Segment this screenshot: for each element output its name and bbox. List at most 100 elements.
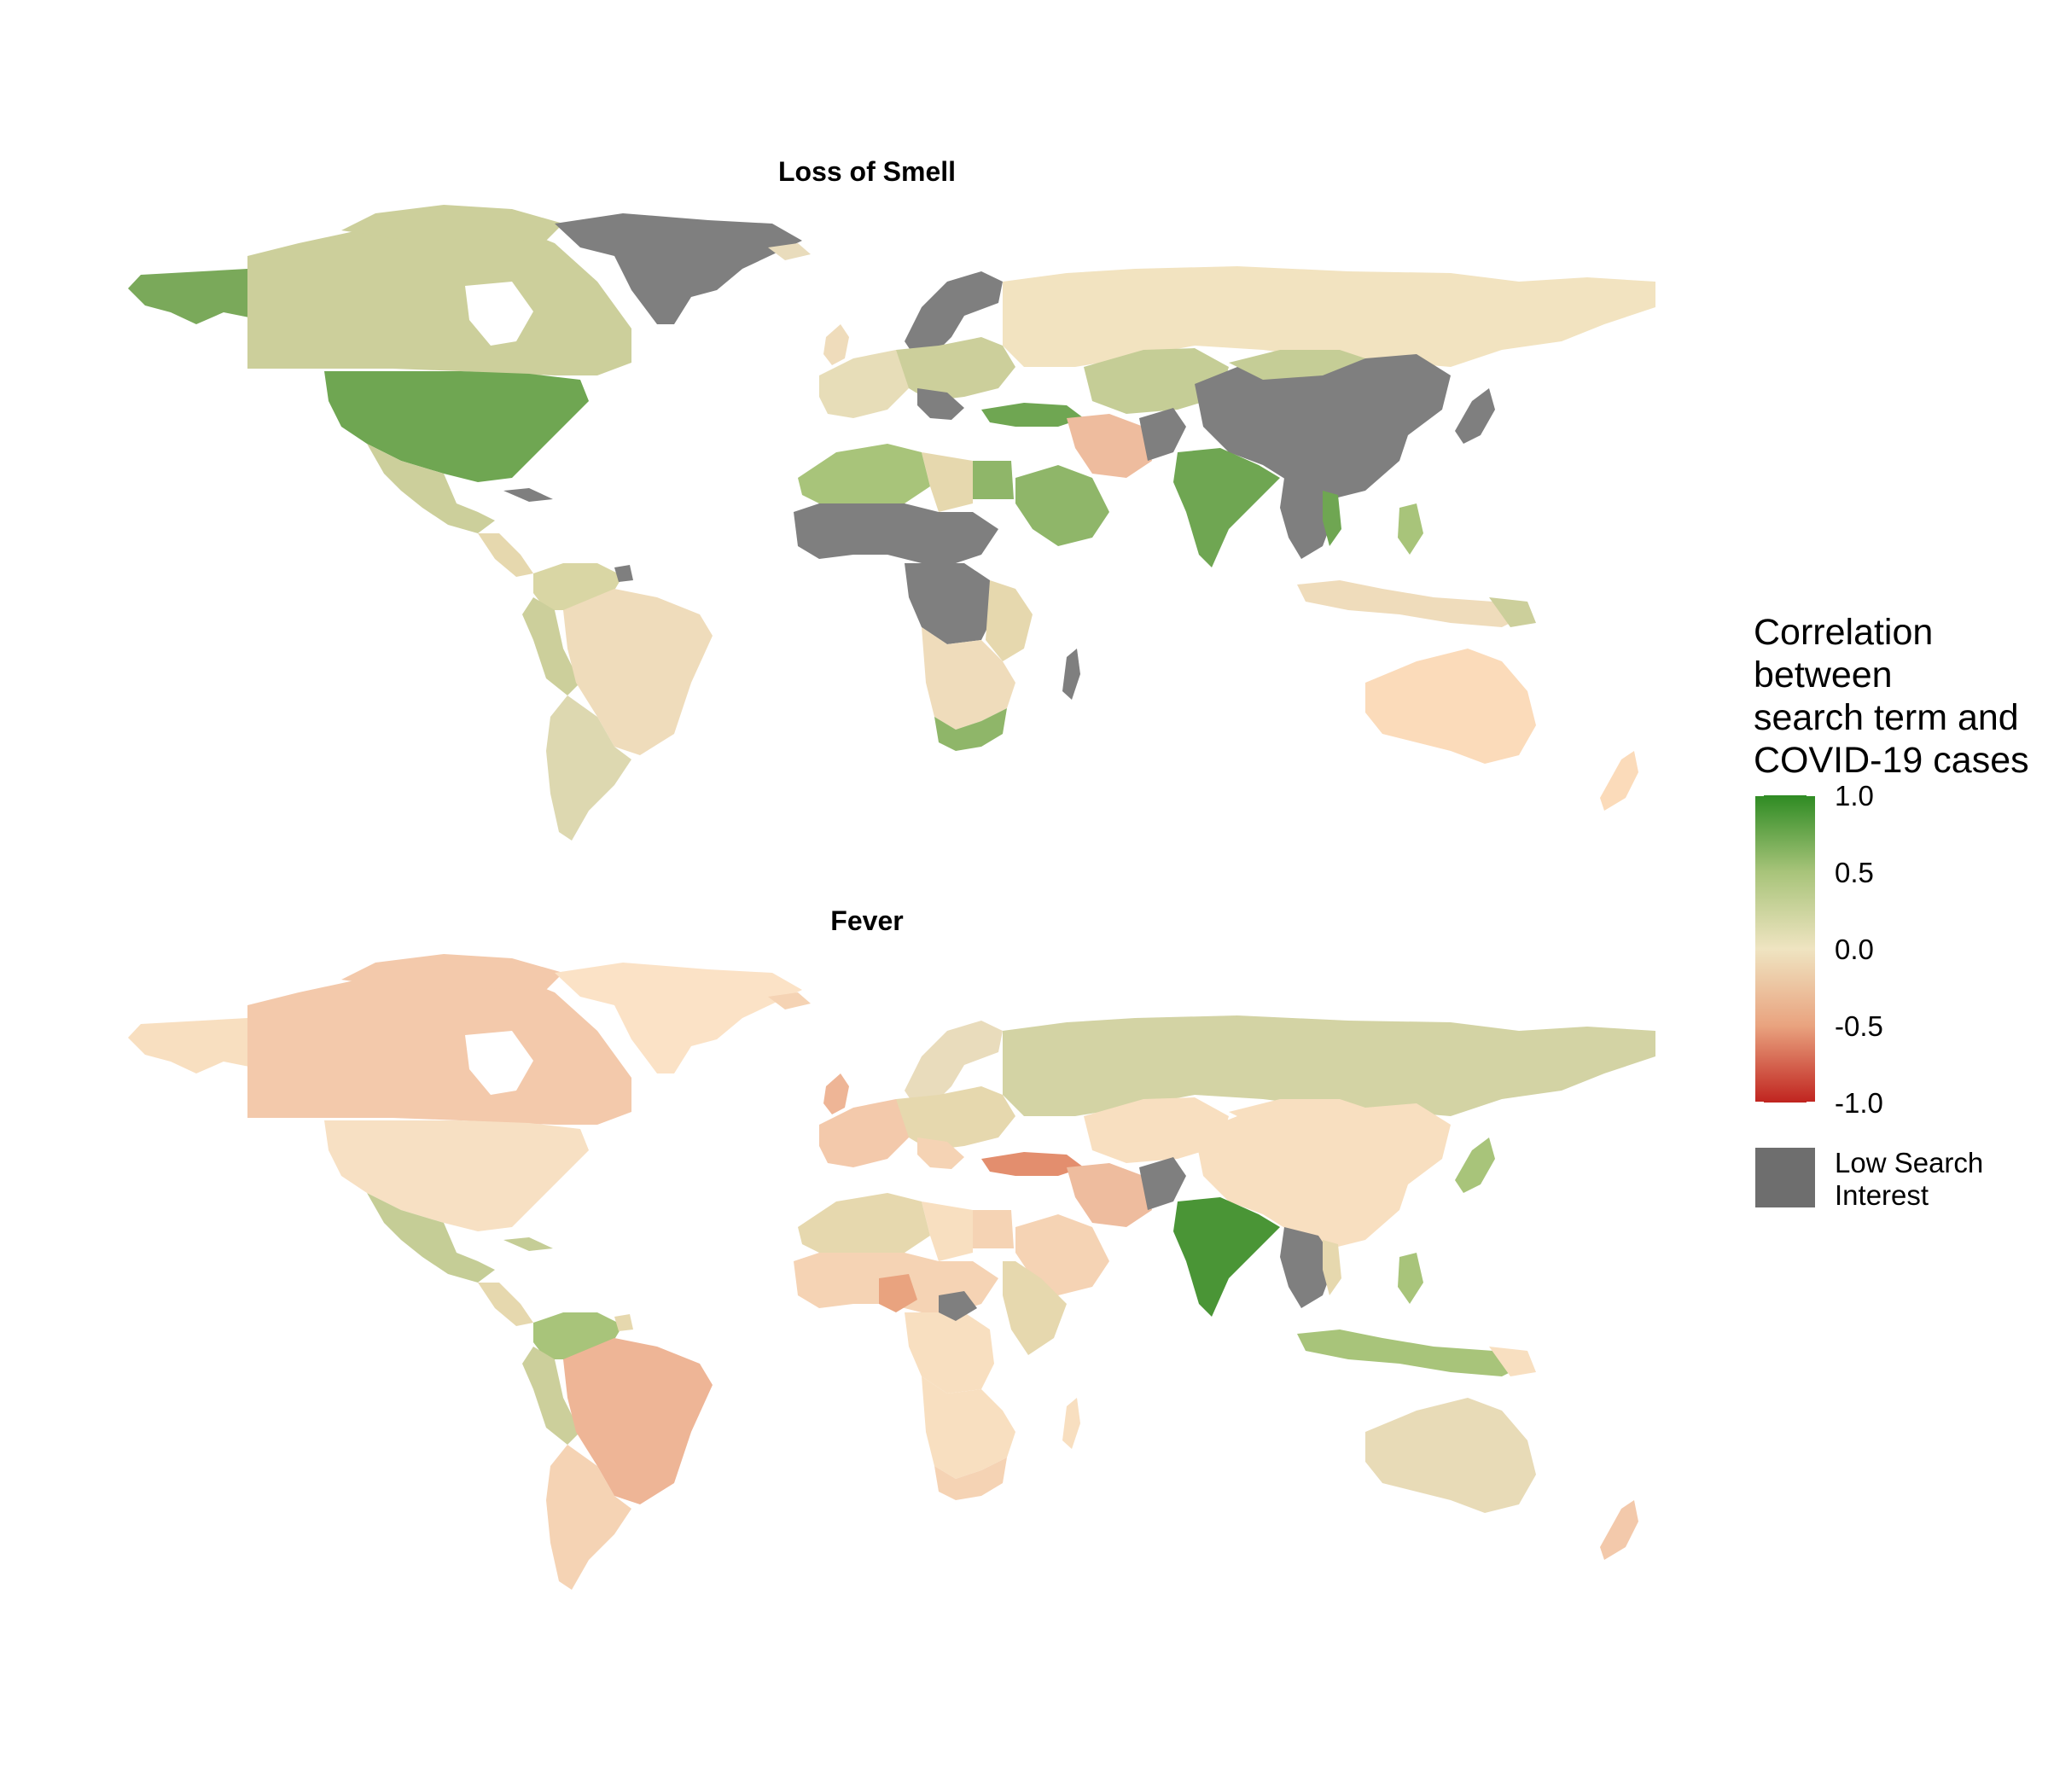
region-central-asia <box>1084 1097 1229 1163</box>
region-western-europe <box>819 350 913 418</box>
region-central-america <box>478 1283 533 1326</box>
region-mexico <box>367 444 495 533</box>
region-guiana <box>614 1314 633 1331</box>
region-mongolia <box>1229 1099 1365 1129</box>
region-australia <box>1365 1398 1536 1513</box>
legend-na-label: Low Search Interest <box>1835 1147 1991 1211</box>
region-cuba <box>503 488 553 502</box>
region-southern-cone <box>546 695 631 841</box>
region-south-africa <box>934 1457 1007 1500</box>
region-philippines <box>1398 1253 1423 1304</box>
region-indonesia <box>1297 580 1527 627</box>
region-turkey <box>981 403 1084 427</box>
region-japan <box>1455 388 1495 444</box>
region-mongolia <box>1229 350 1365 380</box>
legend-na-label-line-2: Interest <box>1835 1179 1929 1211</box>
world-map-loss-of-smell <box>128 205 1655 841</box>
region-new-zealand <box>1600 751 1638 811</box>
region-balkans <box>917 388 964 420</box>
region-scandinavia <box>905 1021 1003 1103</box>
region-uk <box>823 324 849 365</box>
legend-tick-label-5: -1.0 <box>1835 1087 1883 1119</box>
region-eastern-europe <box>896 337 1015 401</box>
region-greenland <box>555 213 802 324</box>
region-brazil <box>563 589 713 755</box>
legend-title-line-3: search term and <box>1754 697 2019 738</box>
map-panel-loss-of-smell: Loss of Smell <box>128 156 1655 841</box>
region-australia <box>1365 649 1536 764</box>
region-western-europe <box>819 1099 913 1167</box>
region-north-africa-east <box>922 452 973 512</box>
region-uk <box>823 1073 849 1114</box>
legend: Correlation between search term and COVI… <box>1754 612 2029 1211</box>
legend-na-swatch <box>1755 1148 1815 1207</box>
region-central-asia <box>1084 348 1229 414</box>
region-russia <box>1003 1015 1655 1116</box>
region-usa <box>324 1120 589 1231</box>
legend-na-label-line-1: Low Search <box>1835 1147 1983 1178</box>
legend-tick-label-1: 1.0 <box>1835 780 1874 812</box>
region-new-zealand <box>1600 1500 1638 1560</box>
region-japan <box>1455 1137 1495 1193</box>
region-iran <box>1067 1163 1152 1227</box>
region-arabia <box>1015 1214 1109 1295</box>
region-central-africa <box>905 563 994 644</box>
legend-tick-label-2: 0.5 <box>1835 857 1874 888</box>
region-southeast-asia <box>1280 1227 1335 1308</box>
region-hudson-bay <box>465 1031 533 1095</box>
region-madagascar <box>1062 1398 1080 1449</box>
legend-tick-label-4: -0.5 <box>1835 1010 1883 1042</box>
region-canada-arctic <box>341 205 563 241</box>
region-vietnam <box>1323 1240 1341 1295</box>
region-alaska <box>128 1018 249 1073</box>
legend-tick-label-3: 0.0 <box>1835 934 1874 965</box>
region-india <box>1173 1197 1280 1317</box>
region-iran <box>1067 414 1152 478</box>
region-greenland <box>555 963 802 1073</box>
region-usa <box>324 371 589 482</box>
region-egypt <box>973 1210 1014 1248</box>
region-central-africa <box>905 1312 994 1393</box>
region-hudson-bay <box>465 282 533 346</box>
region-eastern-europe <box>896 1086 1015 1150</box>
legend-title: Correlation between search term and COVI… <box>1754 612 2029 781</box>
region-india <box>1173 448 1280 567</box>
region-guiana <box>614 565 633 582</box>
region-png <box>1489 597 1536 627</box>
region-east-africa <box>986 580 1033 661</box>
region-russia <box>1003 266 1655 367</box>
region-iceland <box>768 992 811 1009</box>
region-brazil <box>563 1338 713 1504</box>
region-cuba <box>503 1237 553 1251</box>
region-canada <box>247 224 631 375</box>
region-east-africa <box>939 1291 977 1321</box>
region-afghanistan <box>1139 408 1186 461</box>
region-madagascar <box>1062 649 1080 700</box>
region-north-africa-east <box>922 1201 973 1261</box>
region-philippines <box>1398 503 1423 555</box>
region-north-africa-west <box>798 444 930 503</box>
legend-colorbar <box>1755 795 1815 1103</box>
region-nigeria <box>879 1274 917 1312</box>
region-scandinavia <box>905 271 1003 354</box>
legend-title-line-4: COVID-19 cases <box>1754 740 2029 781</box>
region-horn-of-africa <box>1003 1261 1067 1355</box>
region-north-africa-west <box>798 1193 930 1253</box>
region-iceland <box>768 243 811 260</box>
world-map-fever <box>128 954 1655 1590</box>
region-alaska <box>128 269 249 324</box>
legend-title-line-1: Correlation <box>1754 612 1933 653</box>
region-southern-africa <box>922 627 1015 730</box>
panel-title-fever: Fever <box>830 905 903 936</box>
panel-title-loss-of-smell: Loss of Smell <box>778 156 956 187</box>
region-afghanistan <box>1139 1157 1186 1210</box>
region-southern-africa <box>922 1376 1015 1479</box>
region-southeast-asia <box>1280 478 1335 559</box>
region-peru <box>522 597 580 695</box>
region-egypt <box>973 461 1014 499</box>
legend-title-line-2: between <box>1754 655 1893 695</box>
region-png <box>1489 1347 1536 1376</box>
region-south-africa <box>934 708 1007 751</box>
region-sahel <box>794 503 998 563</box>
